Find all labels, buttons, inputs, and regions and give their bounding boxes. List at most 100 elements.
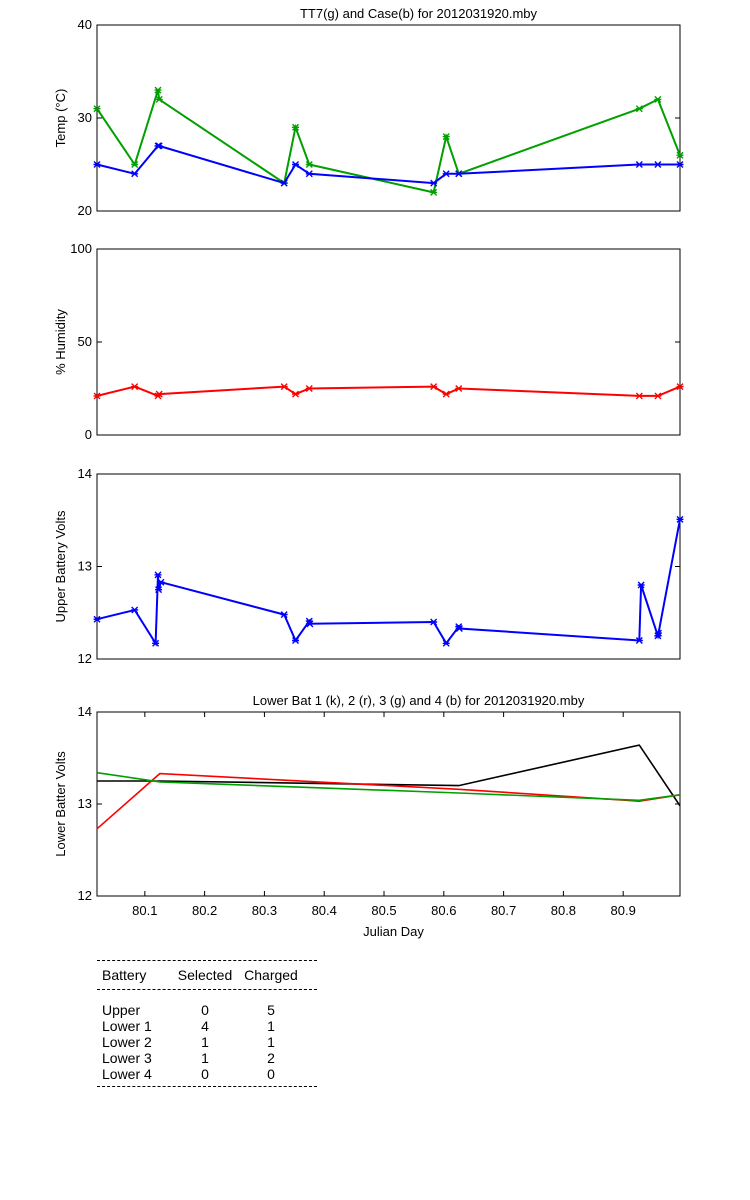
y-axis-label: Temp (°C): [53, 89, 68, 148]
data-point: [280, 383, 288, 391]
data-point: [280, 179, 288, 187]
table-row: Lower 1 4 1: [97, 1018, 317, 1034]
series-line-case: [96, 144, 680, 185]
chart-panel-1: TT7(g) and Case(b) for 2012031920.mby 20 3…: [53, 6, 684, 218]
row-charged-value: 5: [267, 1002, 275, 1018]
data-point: [93, 392, 101, 400]
table-row: Lower 3 1 2: [97, 1050, 317, 1066]
x-tick-label: 80.4: [312, 903, 337, 918]
data-point: [292, 161, 300, 168]
data-point: [430, 618, 438, 626]
row-charged-value: 1: [267, 1018, 275, 1034]
row-charged-value: 1: [267, 1034, 275, 1050]
data-point: [157, 578, 165, 586]
data-point: [455, 385, 463, 392]
data-point: [155, 390, 163, 398]
chart-panel-4: Lower Bat 1 (k), 2 (r), 3 (g) and 4 (b) …: [53, 693, 681, 939]
row-selected-value: 0: [201, 1066, 209, 1082]
y-tick-label: 13: [78, 559, 92, 574]
y-tick-label: 0: [85, 427, 92, 442]
y-tick-label: 100: [70, 241, 92, 256]
data-point: [654, 392, 662, 400]
table-row: Upper 0 5: [97, 1002, 317, 1018]
plot-frame: [96, 711, 681, 897]
data-point: [676, 515, 684, 523]
data-point: [152, 639, 160, 647]
plot-frame: [96, 473, 681, 660]
row-battery-name: Lower 3: [102, 1050, 152, 1066]
y-tick-label: 20: [78, 203, 92, 218]
data-point: [442, 133, 450, 141]
data-point: [154, 86, 162, 94]
table-row: Lower 2 1 1: [97, 1034, 317, 1050]
x-tick-label: 80.6: [431, 903, 456, 918]
row-charged-value: 0: [267, 1066, 275, 1082]
charts-canvas: TT7(g) and Case(b) for 2012031920.mby 20 3…: [53, 6, 684, 939]
y-tick-label: 30: [78, 110, 92, 125]
header-selected: Selected: [177, 967, 233, 983]
y-tick-label: 12: [78, 888, 92, 903]
y-tick-label: 13: [78, 796, 92, 811]
chart-panel-3: 12 13 14 Upper Battery Volts: [53, 466, 684, 666]
row-battery-name: Lower 2: [102, 1034, 152, 1050]
series-line-humidity: [96, 385, 681, 398]
data-point: [654, 629, 662, 637]
data-point: [292, 390, 300, 398]
data-point: [155, 95, 163, 103]
battery-table: Battery Selected Charged Upper 0 5 Lower…: [97, 960, 317, 1087]
data-point: [131, 383, 139, 391]
data-point: [305, 161, 313, 168]
data-point: [676, 151, 684, 159]
row-selected-value: 1: [201, 1034, 209, 1050]
x-tick-label: 80.7: [491, 903, 516, 918]
series-line-upper: [96, 519, 681, 647]
x-tick-label: 80.2: [192, 903, 217, 918]
chart-title: TT7(g) and Case(b) for 2012031920.mby: [300, 6, 538, 21]
data-point: [442, 170, 450, 178]
data-point: [306, 620, 314, 628]
y-tick-label: 40: [78, 17, 92, 32]
table-row: Lower 4 0 0: [97, 1066, 317, 1082]
table-bottom-rule: [97, 1086, 317, 1087]
row-charged-value: 2: [267, 1050, 275, 1066]
data-point: [305, 385, 313, 392]
header-battery: Battery: [102, 967, 147, 983]
y-tick-label: 50: [78, 334, 92, 349]
series-line-lower-3: [96, 771, 681, 802]
row-battery-name: Upper: [102, 1002, 141, 1018]
chart-panel-2: 0 50 100 % Humidity: [53, 241, 684, 442]
data-point: [155, 142, 163, 150]
data-point: [635, 637, 643, 644]
data-point: [654, 95, 662, 103]
data-point: [93, 105, 101, 113]
table-body: Upper 0 5 Lower 1 4 1 Lower 2 1 1 Lower …: [97, 990, 317, 1086]
y-tick-label: 14: [78, 466, 92, 481]
data-point: [292, 123, 300, 131]
x-tick-label: 80.9: [611, 903, 636, 918]
table-header: Battery Selected Charged: [97, 961, 317, 989]
y-tick-label: 14: [78, 704, 92, 719]
data-point: [635, 161, 643, 168]
table-header-rule: [97, 989, 317, 990]
data-point: [455, 624, 463, 632]
row-selected-value: 0: [201, 1002, 209, 1018]
series-line-tt7: [96, 89, 681, 194]
data-point: [455, 170, 463, 178]
x-tick-label: 80.1: [132, 903, 157, 918]
data-point: [292, 637, 300, 644]
data-point: [442, 390, 450, 398]
data-point: [430, 188, 438, 196]
data-point: [131, 170, 139, 178]
data-point: [442, 639, 450, 647]
data-point: [635, 105, 643, 113]
y-axis-label: Lower Batter Volts: [53, 751, 68, 857]
data-point: [305, 170, 313, 178]
data-point: [280, 611, 288, 619]
data-point: [430, 179, 438, 187]
row-selected-value: 1: [201, 1050, 209, 1066]
data-point: [93, 161, 101, 168]
data-point: [131, 606, 139, 614]
x-tick-label: 80.5: [371, 903, 396, 918]
row-battery-name: Lower 4: [102, 1066, 152, 1082]
row-battery-name: Lower 1: [102, 1018, 152, 1034]
